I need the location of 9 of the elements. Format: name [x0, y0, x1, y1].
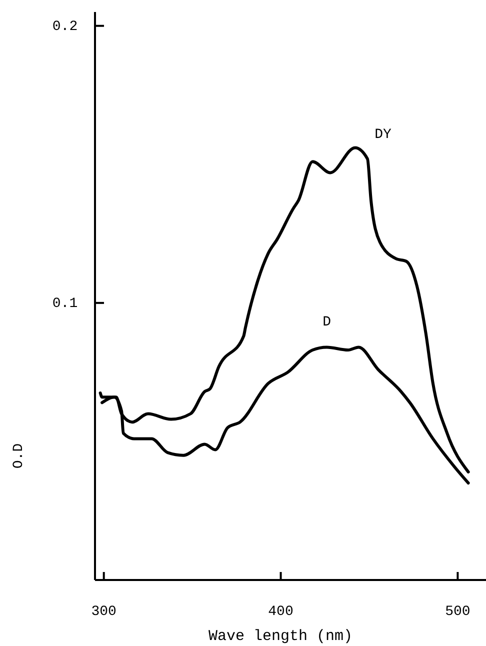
x-axis-title: Wave length (nm) [208, 628, 353, 645]
y-tick-label: 0.2 [52, 18, 78, 35]
y-tick-label: 0.1 [52, 296, 78, 312]
x-tick-label: 400 [268, 604, 294, 620]
x-tick-label: 300 [91, 604, 116, 620]
series-label: D [322, 314, 331, 330]
y-axis-title: O.D [11, 443, 27, 469]
series-label: DY [374, 126, 392, 143]
x-tick-label: 500 [445, 604, 470, 620]
